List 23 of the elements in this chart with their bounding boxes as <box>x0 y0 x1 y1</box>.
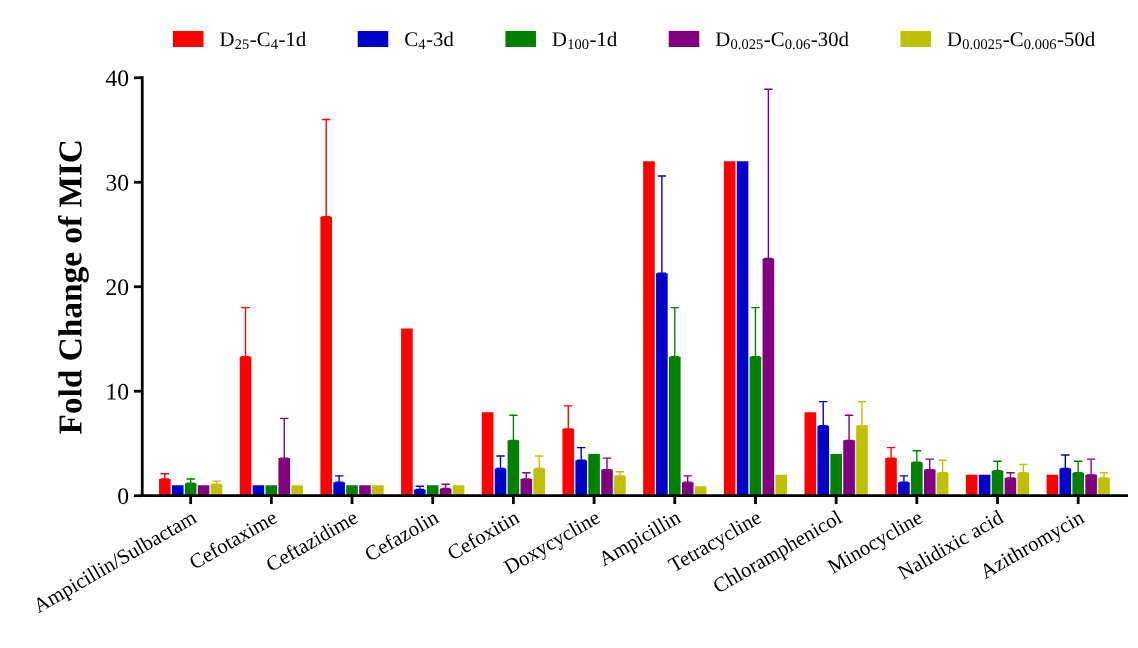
y-tick-label: 0 <box>118 488 129 505</box>
bar <box>401 328 413 496</box>
bar <box>588 453 600 496</box>
y-tick-label: 40 <box>105 70 129 87</box>
legend-label: D$_{0.0025}$-C$_{0.006}$-50d <box>947 31 1095 50</box>
bar <box>775 474 788 496</box>
y-tick-label: 20 <box>106 279 129 296</box>
bar <box>614 475 626 496</box>
bar <box>965 474 978 496</box>
legend-label: D$_{25}$-C$_{4}$-1d <box>220 31 306 50</box>
bar <box>643 161 655 496</box>
legend-label: D$_{100}$-1d <box>552 31 618 50</box>
bar <box>723 161 736 496</box>
bar <box>1098 477 1110 496</box>
legend-label: D$_{0.025}$-C$_{0.06}$-30d <box>715 31 849 50</box>
legend-label: C$_{4}$-3d <box>405 31 454 49</box>
bar <box>804 412 817 496</box>
bar <box>830 453 842 496</box>
bar <box>736 161 749 496</box>
bar <box>481 412 494 496</box>
y-axis-title: Fold Change of MIC <box>57 141 89 434</box>
y-tick-label: 30 <box>106 174 129 191</box>
y-tick-label: 10 <box>107 383 129 400</box>
